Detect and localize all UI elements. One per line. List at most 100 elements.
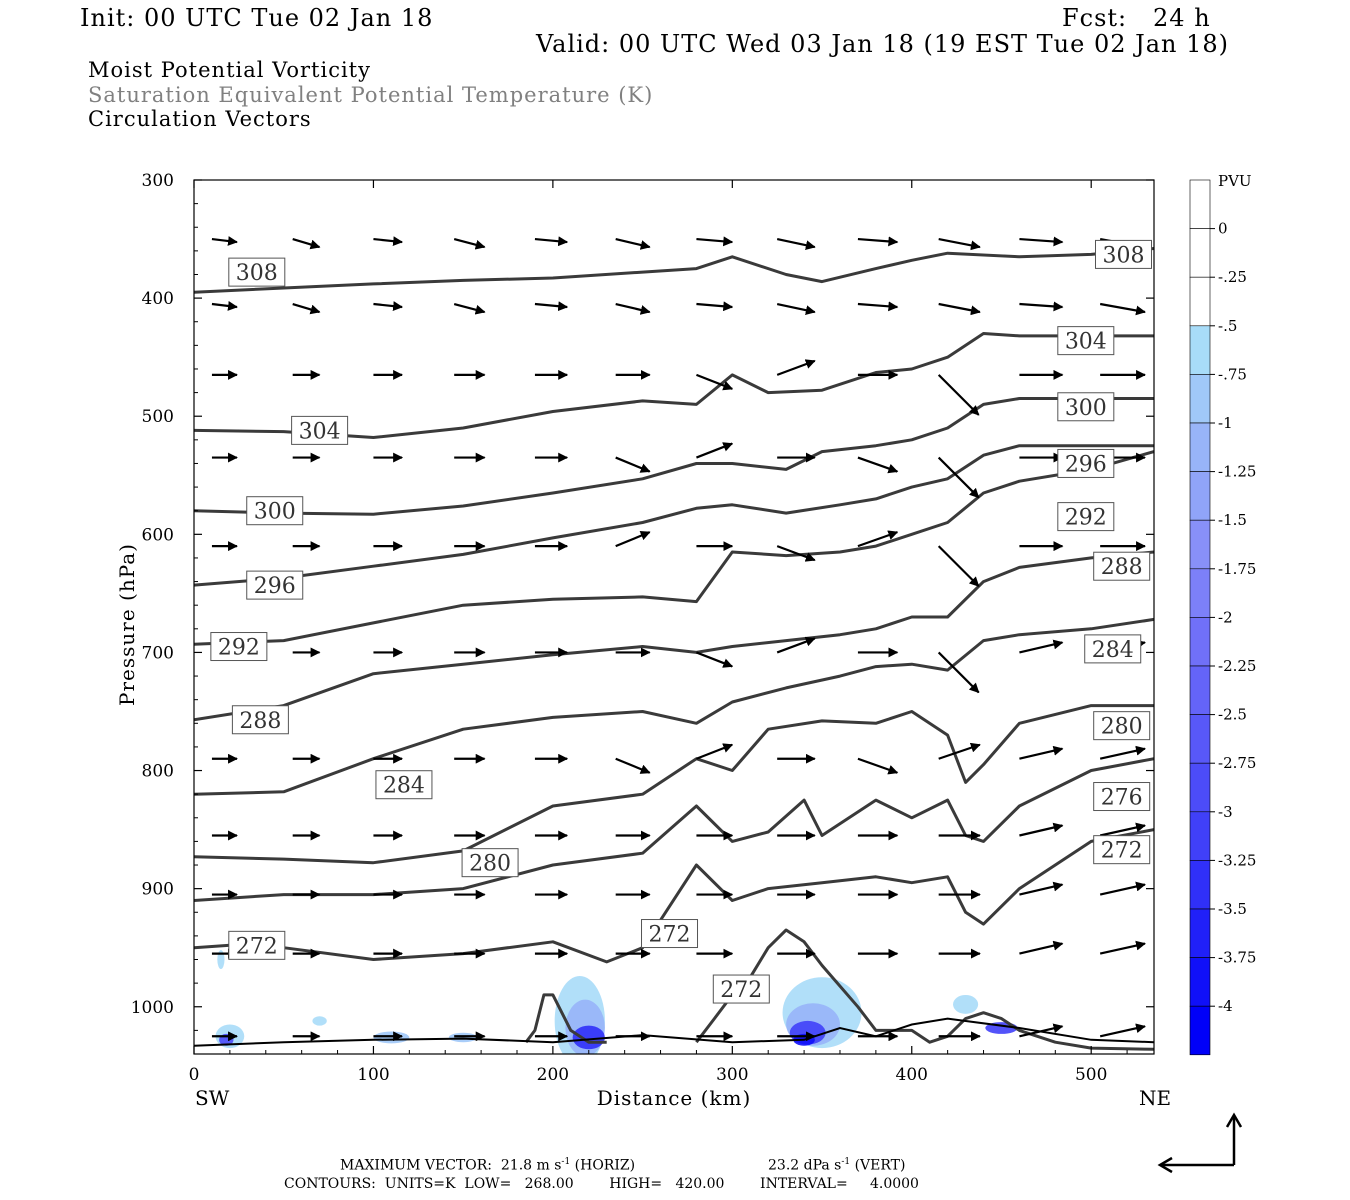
vector-0-5 [615,237,651,250]
vector-2-9 [937,374,980,416]
vector-6-5 [615,757,651,774]
mpv-shade-14 [217,950,225,969]
forecast-hour: Fcst: 24 h [1062,4,1211,32]
contour-label-272: 272 [649,923,691,948]
colorbar-label-13: -3.25 [1218,851,1256,869]
ne-label: NE [1139,1086,1171,1110]
vector-6-9 [938,742,981,760]
contour-label-box-9 [1057,502,1115,532]
y-tick-label-900: 900 [142,880,174,900]
x-tick-label-500: 500 [1075,1065,1107,1085]
contour-label-box-11 [1093,551,1151,581]
contour-label-288: 288 [1101,555,1143,580]
colorbar-cell-9 [1189,617,1211,667]
theta-e-contour-308-0 [194,247,1154,294]
vector-9-11 [1099,940,1146,955]
colorbar-cell-15 [1189,908,1211,958]
vector-1-6 [696,301,734,312]
contour-label-box-3 [1057,326,1115,356]
colorbar-cell-5 [1189,422,1211,472]
mpv-shade-11 [953,994,979,1014]
vector-4-8 [857,530,899,548]
contour-label-304: 304 [299,419,341,444]
theta-e-contour-272-9 [194,828,1154,964]
vector-6-10 [1019,745,1064,760]
vector-3-5 [615,456,651,473]
vector-1-3 [453,302,486,315]
y-tick-label-700: 700 [142,643,174,663]
mpv-shading [215,950,1018,1054]
colorbar-cell-1 [1189,228,1211,278]
colorbar-cell-6 [1189,471,1211,521]
vector-7-11 [1099,822,1146,837]
colorbar-cell-2 [1189,276,1211,327]
colorbar-cell-3 [1189,325,1211,375]
y-tick-label-500: 500 [142,407,174,427]
x-tick-label-300: 300 [716,1065,748,1085]
mpv-shade-13 [312,1016,327,1026]
y-tick-label-600: 600 [142,525,174,545]
max-vector-text: MAXIMUM VECTOR: 21.8 m s-1 (HORIZ) [340,1157,636,1174]
colorbar-label-6: -1.5 [1218,511,1247,529]
sw-label: SW [195,1086,230,1110]
mpv-shade-9 [373,1031,410,1044]
vector-6-11 [1099,745,1146,760]
vector-1-0 [211,301,238,311]
colorbar-label-10: -2.5 [1218,706,1247,724]
y-tick-label-300: 300 [142,171,174,191]
vector-1-7 [776,302,816,316]
max-vector-vert: 23.2 dPa s-1 (VERT) [768,1157,906,1174]
vector-6-8 [857,757,899,775]
contour-label-box-18 [641,919,699,949]
x-tick-label-0: 0 [189,1065,200,1085]
vector-3-9 [937,456,980,499]
field-title-vectors: Circulation Vectors [88,107,312,131]
contour-label-292: 292 [1065,506,1107,531]
contour-label-296: 296 [1065,452,1107,477]
colorbar-label-5: -1.25 [1218,463,1256,481]
vector-6-6 [696,743,734,760]
colorbar-cell-12 [1189,762,1211,813]
vector-1-8 [857,301,899,312]
colorbar-cell-4 [1189,374,1211,424]
contour-label-280: 280 [1101,715,1143,740]
colorbar-label-14: -3.5 [1218,900,1247,918]
vector-7-10 [1019,822,1064,837]
contour-label-box-7 [1057,448,1115,478]
vector-0-10 [1019,236,1064,247]
colorbar-cell-11 [1189,714,1211,764]
contour-label-272: 272 [720,978,762,1003]
vector-1-1 [292,302,321,315]
x-tick-label-400: 400 [896,1065,928,1085]
colorbar-label-4: -1 [1218,414,1233,432]
vector-9-10 [1019,940,1064,955]
contour-label-276: 276 [1101,786,1143,811]
colorbar-label-15: -3.75 [1218,949,1256,967]
colorbar-label-2: -.5 [1218,317,1237,335]
y-tick-label-400: 400 [142,289,174,309]
vector-0-0 [211,236,238,246]
valid-time: Valid: 00 UTC Wed 03 Jan 18 (19 EST Tue … [536,30,1230,58]
colorbar-cell-16 [1189,957,1211,1007]
theta-e-contour-304-1 [194,332,1154,439]
init-time: Init: 00 UTC Tue 02 Jan 18 [80,4,434,32]
vector-0-1 [292,238,321,250]
vector-0-7 [776,237,816,251]
contour-label-box-5 [1057,392,1115,422]
contour-label-box-15 [1093,711,1151,741]
terrain-line [194,1017,1154,1047]
vector-4-7 [776,545,816,562]
contour-label-272: 272 [1101,839,1143,864]
contour-label-280: 280 [469,852,511,877]
vector-8-10 [1019,881,1064,896]
contour-label-box-8 [210,632,268,662]
contour-label-296: 296 [254,574,296,599]
contour-label-box-16 [1093,782,1151,812]
contour-label-box-6 [246,570,304,600]
y-tick-label-1000: 1000 [131,998,174,1018]
x-tick-label-200: 200 [537,1065,569,1085]
vector-0-9 [938,237,981,251]
theta-e-contours [194,247,1154,1051]
contour-label-300: 300 [254,500,296,525]
